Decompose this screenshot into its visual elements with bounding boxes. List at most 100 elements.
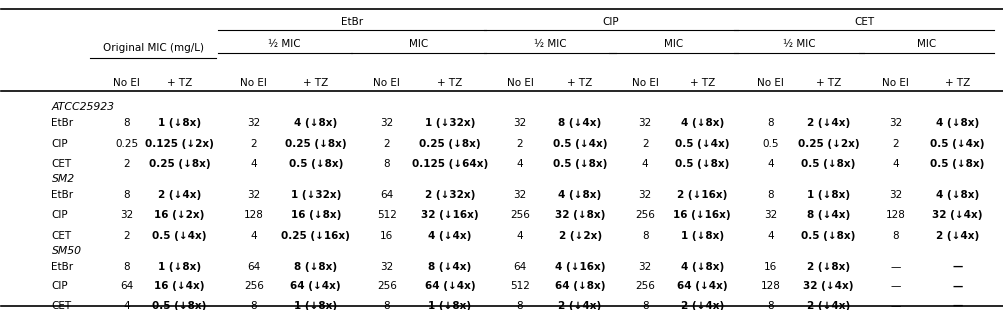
Text: 4: 4 <box>766 231 773 241</box>
Text: 1 (↓8x): 1 (↓8x) <box>294 301 337 310</box>
Text: 4 (↓8x): 4 (↓8x) <box>935 190 978 200</box>
Text: + TZ: + TZ <box>437 78 462 88</box>
Text: SM50: SM50 <box>51 246 81 255</box>
Text: 2 (↓8x): 2 (↓8x) <box>806 262 850 272</box>
Text: 8: 8 <box>766 190 773 200</box>
Text: 64: 64 <box>380 190 393 200</box>
Text: ATCC25923: ATCC25923 <box>51 102 114 112</box>
Text: 0.5 (↓4x): 0.5 (↓4x) <box>930 139 984 148</box>
Text: 32: 32 <box>888 190 902 200</box>
Text: + TZ: + TZ <box>303 78 328 88</box>
Text: 4 (↓8x): 4 (↓8x) <box>680 118 723 128</box>
Text: 32 (↓4x): 32 (↓4x) <box>932 210 982 220</box>
Text: —: — <box>952 281 962 291</box>
Text: 32: 32 <box>247 118 260 128</box>
Text: 0.25 (↓8x): 0.25 (↓8x) <box>148 159 211 169</box>
Text: 8: 8 <box>641 301 648 310</box>
Text: 1 (↓32x): 1 (↓32x) <box>424 118 474 128</box>
Text: 0.25 (↓8x): 0.25 (↓8x) <box>418 139 480 148</box>
Text: 4: 4 <box>892 159 898 169</box>
Text: MIC: MIC <box>663 39 683 49</box>
Text: 32 (↓8x): 32 (↓8x) <box>555 210 605 220</box>
Text: 32: 32 <box>638 118 651 128</box>
Text: 4 (↓8x): 4 (↓8x) <box>935 118 978 128</box>
Text: 32: 32 <box>380 262 393 272</box>
Text: 0.5 (↓8x): 0.5 (↓8x) <box>800 159 855 169</box>
Text: 32: 32 <box>247 190 260 200</box>
Text: 16 (↓2x): 16 (↓2x) <box>154 210 205 220</box>
Text: 2: 2 <box>892 139 898 148</box>
Text: CET: CET <box>51 159 71 169</box>
Text: Original MIC (mg/L): Original MIC (mg/L) <box>102 43 204 53</box>
Text: 32 (↓4x): 32 (↓4x) <box>802 281 853 291</box>
Text: 256: 256 <box>635 210 655 220</box>
Text: 8 (↓4x): 8 (↓4x) <box>558 118 601 128</box>
Text: + TZ: + TZ <box>166 78 192 88</box>
Text: 8: 8 <box>383 301 390 310</box>
Text: CIP: CIP <box>602 17 619 27</box>
Text: 16: 16 <box>763 262 776 272</box>
Text: 0.125 (↓64x): 0.125 (↓64x) <box>411 159 487 169</box>
Text: 2 (↓2x): 2 (↓2x) <box>558 231 601 241</box>
Text: 2 (↓4x): 2 (↓4x) <box>935 231 978 241</box>
Text: 8: 8 <box>123 118 129 128</box>
Text: 32: 32 <box>888 118 902 128</box>
Text: CET: CET <box>51 231 71 241</box>
Text: + TZ: + TZ <box>815 78 841 88</box>
Text: 2 (↓4x): 2 (↓4x) <box>558 301 601 310</box>
Text: 2: 2 <box>517 139 523 148</box>
Text: 0.125 (↓2x): 0.125 (↓2x) <box>145 139 214 148</box>
Text: 0.5 (↓4x): 0.5 (↓4x) <box>152 231 207 241</box>
Text: 8 (↓4x): 8 (↓4x) <box>428 262 471 272</box>
Text: —: — <box>890 262 900 272</box>
Text: 4 (↓4x): 4 (↓4x) <box>428 231 471 241</box>
Text: —: — <box>952 301 962 310</box>
Text: 8: 8 <box>517 301 523 310</box>
Text: 0.25 (↓2x): 0.25 (↓2x) <box>796 139 859 148</box>
Text: No EI: No EI <box>113 78 139 88</box>
Text: 4: 4 <box>517 159 523 169</box>
Text: 1 (↓8x): 1 (↓8x) <box>157 118 201 128</box>
Text: 2: 2 <box>123 231 129 241</box>
Text: 32: 32 <box>513 118 527 128</box>
Text: 4 (↓8x): 4 (↓8x) <box>680 262 723 272</box>
Text: 0.5 (↓8x): 0.5 (↓8x) <box>553 159 607 169</box>
Text: 16 (↓16x): 16 (↓16x) <box>673 210 730 220</box>
Text: 4: 4 <box>123 301 129 310</box>
Text: 8: 8 <box>892 231 898 241</box>
Text: 4: 4 <box>641 159 648 169</box>
Text: 32: 32 <box>513 190 527 200</box>
Text: 32: 32 <box>638 190 651 200</box>
Text: No EI: No EI <box>373 78 400 88</box>
Text: CET: CET <box>51 301 71 310</box>
Text: + TZ: + TZ <box>567 78 592 88</box>
Text: 2: 2 <box>383 139 390 148</box>
Text: No EI: No EI <box>882 78 908 88</box>
Text: MIC: MIC <box>916 39 935 49</box>
Text: 8: 8 <box>766 118 773 128</box>
Text: 4 (↓8x): 4 (↓8x) <box>558 190 601 200</box>
Text: 0.5 (↓4x): 0.5 (↓4x) <box>674 139 729 148</box>
Text: CIP: CIP <box>51 210 68 220</box>
Text: 64: 64 <box>247 262 260 272</box>
Text: 8: 8 <box>123 190 129 200</box>
Text: 128: 128 <box>885 210 905 220</box>
Text: 2: 2 <box>250 139 257 148</box>
Text: 2: 2 <box>123 159 129 169</box>
Text: 0.5 (↓8x): 0.5 (↓8x) <box>152 301 207 310</box>
Text: No EI: No EI <box>507 78 533 88</box>
Text: EtBr: EtBr <box>51 262 73 272</box>
Text: 512: 512 <box>510 281 530 291</box>
Text: —: — <box>890 281 900 291</box>
Text: EtBr: EtBr <box>51 190 73 200</box>
Text: 2: 2 <box>641 139 648 148</box>
Text: ½ MIC: ½ MIC <box>268 39 301 49</box>
Text: 0.5 (↓8x): 0.5 (↓8x) <box>930 159 984 169</box>
Text: 0.25 (↓16x): 0.25 (↓16x) <box>281 231 350 241</box>
Text: 1 (↓8x): 1 (↓8x) <box>157 262 201 272</box>
Text: CIP: CIP <box>51 281 68 291</box>
Text: 0.5 (↓8x): 0.5 (↓8x) <box>288 159 343 169</box>
Text: 1 (↓32x): 1 (↓32x) <box>290 190 341 200</box>
Text: 16: 16 <box>380 231 393 241</box>
Text: 256: 256 <box>244 281 264 291</box>
